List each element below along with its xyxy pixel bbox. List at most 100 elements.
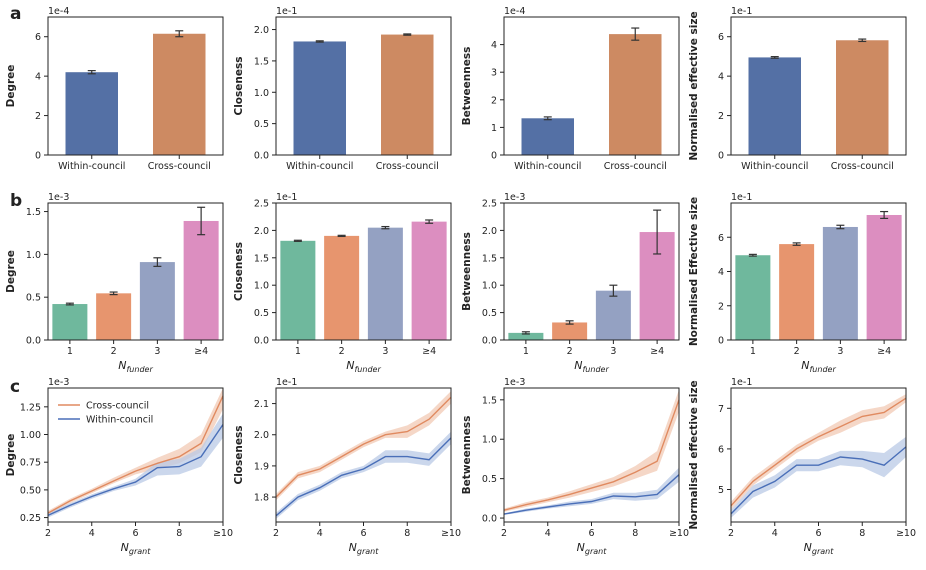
x-tick-label: 4 bbox=[317, 528, 323, 539]
x-tick-label: 2 bbox=[728, 528, 734, 539]
panel-label-c: c bbox=[10, 377, 20, 397]
axes-frame bbox=[503, 387, 680, 523]
x-tick-label: ≥10 bbox=[896, 528, 916, 539]
y-axis-label: Closeness bbox=[233, 242, 245, 301]
y-tick-label: 2 bbox=[35, 111, 41, 122]
x-tick-label: 8 bbox=[859, 528, 865, 539]
chart-4: 0 2 4 6 1e-1 Normalised effective size Within-… bbox=[688, 6, 907, 172]
chart-1: 0 2 4 6 1e-4 Degree Within-council Cross-counci… bbox=[5, 6, 224, 172]
y-tick-label: 2.0 bbox=[254, 25, 269, 36]
x-tick-label: 3 bbox=[154, 346, 160, 357]
y-tick-label: 3 bbox=[491, 68, 497, 79]
y-tick-label: 1.5 bbox=[482, 395, 497, 406]
x-tick-label: 3 bbox=[382, 346, 388, 357]
x-tick-label: 4 bbox=[772, 528, 778, 539]
legend-label: Within-council bbox=[86, 415, 153, 426]
y-tick-label: 1.0 bbox=[482, 281, 497, 292]
y-axis-label: Closeness bbox=[233, 426, 245, 485]
confidence-band bbox=[731, 394, 906, 510]
chart-2: 0.0 0.5 1.0 1.5 2.0 1e-1 Closeness Within-counc… bbox=[233, 6, 452, 172]
y-tick-label: 1.5 bbox=[254, 253, 269, 264]
bar bbox=[595, 290, 631, 340]
y-tick-label: 4 bbox=[491, 40, 497, 51]
chart-11: 0.0 0.5 1.0 1.5 1e-3 Betweenness 2 4 6 8 ≥10 Ngrant bbox=[461, 377, 689, 556]
axis-scale-label: 1e-1 bbox=[731, 6, 752, 17]
axes-frame bbox=[503, 202, 680, 341]
series-line bbox=[730, 397, 907, 507]
y-tick-label: 4 bbox=[718, 72, 724, 83]
x-axis-label: Nfunder bbox=[574, 359, 609, 374]
y-tick-label: 1.5 bbox=[26, 207, 41, 218]
x-tick-label: 4 bbox=[89, 528, 95, 539]
bar bbox=[280, 240, 316, 340]
x-tick-label: ≥10 bbox=[441, 528, 461, 539]
x-tick-label: 2 bbox=[273, 528, 279, 539]
series-line bbox=[47, 424, 224, 517]
axes-frame bbox=[275, 387, 452, 523]
x-tick-label: 2 bbox=[111, 346, 117, 357]
axis-scale-label: 1e-4 bbox=[504, 6, 525, 17]
x-tick-label: 4 bbox=[545, 528, 551, 539]
chart-6: 0.0 0.5 1.0 1.5 2.0 2.5 1e-1 Closeness 1 2 3 ≥4 Nfun… bbox=[233, 192, 452, 374]
axis-scale-label: 1e-3 bbox=[48, 377, 69, 388]
x-tick-label: Within-council bbox=[286, 161, 353, 172]
y-tick-label: 0.50 bbox=[20, 485, 41, 496]
y-tick-label: 2 bbox=[718, 111, 724, 122]
x-tick-label: Cross-council bbox=[831, 161, 894, 172]
axes-frame bbox=[730, 202, 907, 341]
y-tick-label: 1.00 bbox=[20, 430, 41, 441]
bar bbox=[367, 227, 403, 340]
y-tick-label: 1.0 bbox=[254, 88, 269, 99]
axes-frame bbox=[730, 387, 907, 523]
panel-label-a: a bbox=[10, 4, 21, 24]
bar bbox=[139, 262, 175, 340]
x-tick-label: ≥4 bbox=[877, 346, 891, 357]
x-axis-label: Ngrant bbox=[804, 541, 835, 556]
y-axis-label: Degree bbox=[5, 250, 17, 293]
bar bbox=[183, 220, 219, 340]
x-tick-label: Within-council bbox=[741, 161, 808, 172]
x-tick-label: 6 bbox=[132, 528, 138, 539]
y-tick-label: 7 bbox=[718, 404, 724, 415]
x-tick-label: 1 bbox=[295, 346, 301, 357]
axis-scale-label: 1e-3 bbox=[48, 192, 69, 203]
chart-10: 1.8 1.9 2.0 2.1 1e-1 Closeness 2 4 6 8 ≥10 Ngrant bbox=[233, 377, 461, 556]
chart-5: 0.0 0.5 1.0 1.5 1e-3 Degree 1 2 3 ≥4 Nfunder bbox=[5, 192, 224, 374]
x-axis-label: Nfunder bbox=[346, 359, 381, 374]
bar bbox=[293, 41, 346, 155]
axis-scale-label: 1e-3 bbox=[504, 377, 525, 388]
y-tick-label: 2.5 bbox=[482, 199, 497, 210]
y-tick-label: 2 bbox=[718, 301, 724, 312]
x-tick-label: 3 bbox=[610, 346, 616, 357]
x-tick-label: 6 bbox=[360, 528, 366, 539]
chart-9: 0.25 0.50 0.75 1.00 1.25 1e-3 Degree 2 4 6 8 ≥10 Cro… bbox=[5, 377, 233, 556]
series-line bbox=[47, 395, 224, 514]
chart-12: 5 6 7 1e-1 Normalised effective size 2 4 6 8 ≥10 N… bbox=[688, 377, 916, 556]
x-tick-label: 8 bbox=[404, 528, 410, 539]
y-tick-label: 2.5 bbox=[254, 199, 269, 210]
x-tick-label: 2 bbox=[45, 528, 51, 539]
y-tick-label: 6 bbox=[718, 233, 724, 244]
y-tick-label: 0.5 bbox=[482, 308, 497, 319]
bar bbox=[153, 33, 206, 155]
axis-scale-label: 1e-1 bbox=[276, 6, 297, 17]
y-tick-label: 0 bbox=[718, 151, 724, 162]
y-axis-label: Closeness bbox=[233, 57, 245, 116]
x-axis-label: Ngrant bbox=[577, 541, 608, 556]
x-tick-label: ≥4 bbox=[422, 346, 436, 357]
y-tick-label: 6 bbox=[718, 444, 724, 455]
y-tick-label: 0.0 bbox=[482, 336, 497, 347]
y-tick-label: 0.5 bbox=[482, 474, 497, 485]
bar bbox=[552, 322, 588, 340]
y-tick-label: 1.25 bbox=[20, 402, 41, 413]
x-axis-label: Nfunder bbox=[801, 359, 836, 374]
bar bbox=[52, 304, 88, 340]
y-tick-label: 2.0 bbox=[482, 226, 497, 237]
x-axis-label: Nfunder bbox=[118, 359, 153, 374]
bar bbox=[65, 72, 118, 155]
y-tick-label: 1.9 bbox=[254, 461, 269, 472]
y-tick-label: 2.0 bbox=[254, 430, 269, 441]
axis-scale-label: 1e-4 bbox=[48, 6, 69, 17]
y-axis-label: Normalised effective size bbox=[688, 380, 700, 529]
